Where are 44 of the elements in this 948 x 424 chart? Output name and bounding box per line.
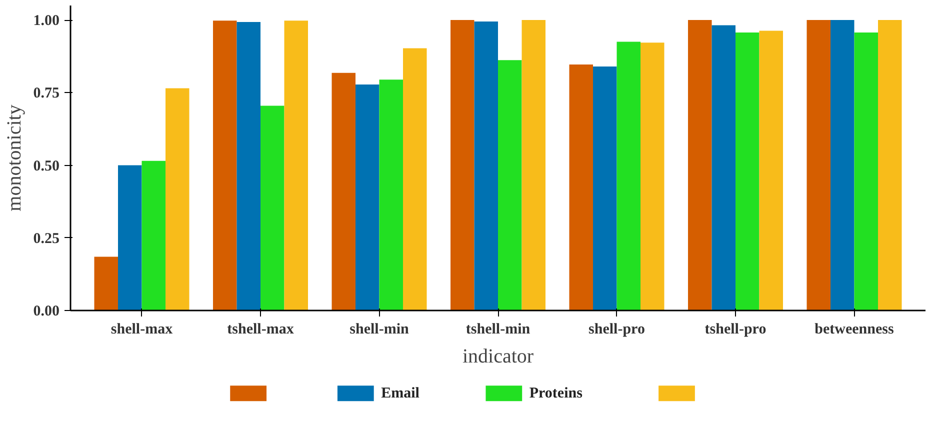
bar bbox=[640, 42, 664, 310]
x-tick-label: tshell-min bbox=[466, 322, 531, 338]
y-tick-label: 0.25 bbox=[33, 230, 60, 247]
bar bbox=[593, 66, 617, 310]
bar bbox=[236, 22, 260, 310]
bar bbox=[712, 25, 736, 310]
bar bbox=[498, 60, 522, 310]
bar bbox=[213, 20, 237, 310]
bar bbox=[94, 256, 118, 310]
legend-label: Proteins bbox=[529, 385, 583, 402]
bar bbox=[736, 32, 760, 310]
bar bbox=[166, 88, 190, 310]
y-tick-label: 1.00 bbox=[33, 13, 60, 30]
bar bbox=[522, 20, 546, 310]
x-axis-title: indicator bbox=[462, 346, 534, 368]
y-tick-label: 0.00 bbox=[33, 304, 60, 320]
bar bbox=[759, 30, 783, 310]
bar bbox=[569, 64, 593, 310]
bar bbox=[688, 20, 712, 310]
x-tick-label: tshell-pro bbox=[704, 322, 766, 338]
bar bbox=[806, 20, 830, 310]
legend-label: Email bbox=[381, 385, 420, 402]
bar bbox=[260, 106, 284, 310]
bar bbox=[284, 20, 308, 310]
x-tick-label: shell-max bbox=[110, 322, 174, 338]
bar bbox=[830, 20, 854, 310]
bar bbox=[379, 80, 403, 310]
bar bbox=[142, 160, 166, 310]
y-tick-label: 0.75 bbox=[33, 86, 60, 102]
bar bbox=[332, 72, 356, 310]
bar bbox=[450, 20, 474, 310]
x-tick-label: tshell-max bbox=[227, 322, 294, 338]
bar bbox=[616, 42, 640, 310]
x-tick-label: shell-pro bbox=[588, 322, 645, 338]
bar bbox=[403, 48, 427, 310]
y-axis-title: monotonicity bbox=[3, 104, 26, 212]
bar bbox=[356, 84, 380, 310]
bar bbox=[878, 20, 902, 310]
bar bbox=[854, 32, 878, 310]
y-tick-label: 0.50 bbox=[33, 158, 60, 174]
bar bbox=[474, 21, 498, 310]
bar bbox=[118, 165, 142, 310]
x-tick-label: betweenness bbox=[814, 322, 894, 338]
x-tick-label: shell-min bbox=[350, 322, 410, 338]
